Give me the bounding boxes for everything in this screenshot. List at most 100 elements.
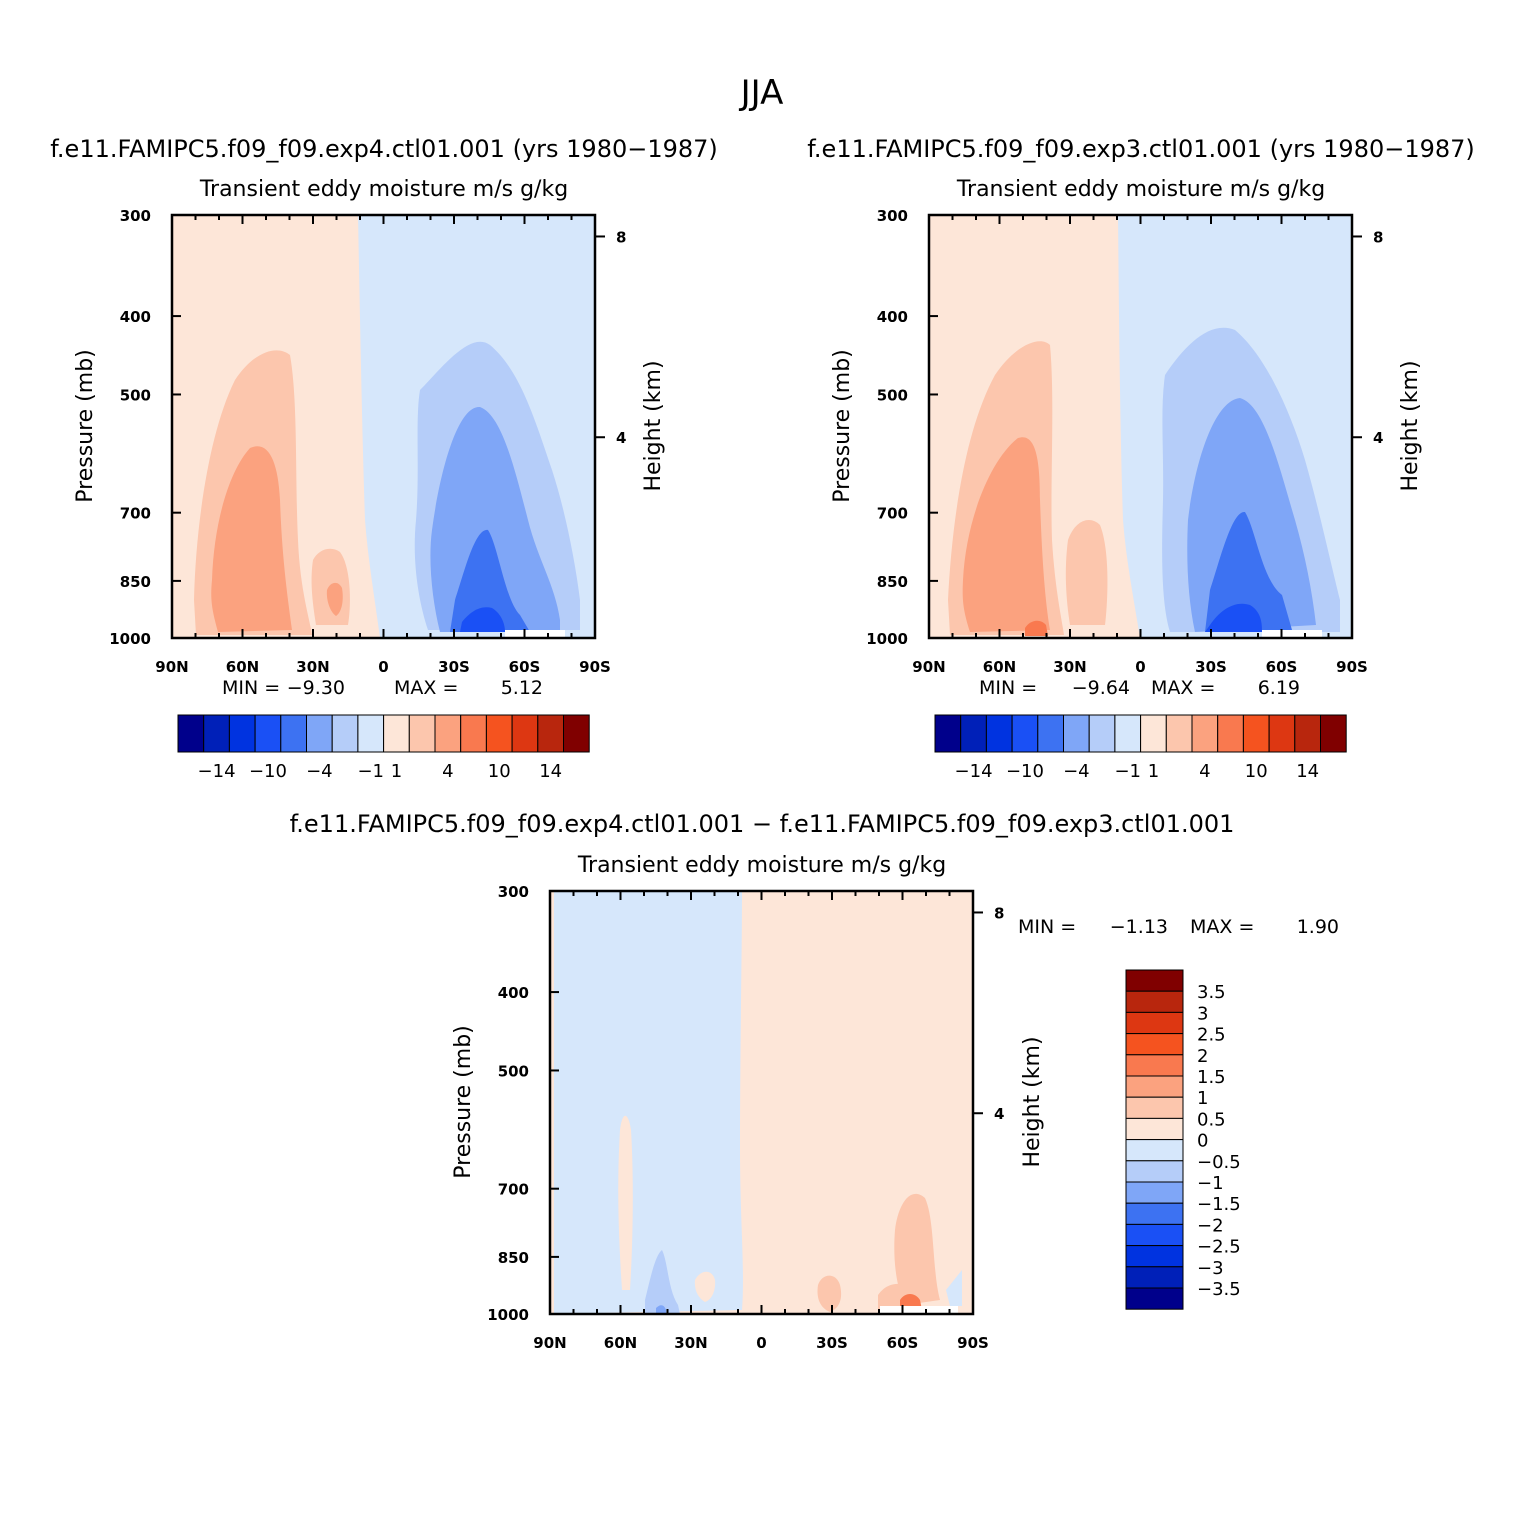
panel-3-ytick-label: 400 — [498, 984, 529, 1002]
panel-3-colorbar-label: −2.5 — [1197, 1237, 1241, 1258]
panel-3-ylabel-right: Height (km) — [1020, 1036, 1045, 1167]
panel-2-title: f.e11.FAMIPC5.f09_f09.exp3.ctl01.001 (yr… — [807, 135, 1475, 163]
panel-3-colorbar-box — [1125, 969, 1184, 992]
panel-1-ytick-label: 400 — [120, 308, 151, 326]
panel-3-xtick-label: 90S — [957, 1334, 989, 1352]
panel-3: f.e11.FAMIPC5.f09_f09.exp4.ctl01.001 − f… — [290, 810, 1339, 1352]
panel-3-colorbar-box — [1125, 1202, 1184, 1225]
panel-3-colorbar-box — [1125, 1287, 1184, 1310]
panel-1-xtick-label: 90N — [155, 658, 188, 676]
panel-3-subtitle: Transient eddy moisture m/s g/kg — [577, 853, 946, 878]
panel-1-rtick-label: 4 — [616, 429, 626, 447]
panel-2-colorbar-label: 14 — [1296, 761, 1319, 782]
panel-3-ylabel: Pressure (mb) — [451, 1025, 476, 1179]
panel-1-colorbar-label: −4 — [306, 761, 333, 782]
panel-1-min-label: MIN = — [222, 677, 280, 699]
panel-2-ytick-label: 300 — [877, 207, 908, 225]
panel-1-colorbar-box — [563, 714, 590, 753]
panel-1-colorbar-label: 1 — [391, 761, 402, 782]
panel-2-xtick-label: 0 — [1135, 658, 1145, 676]
panel-2-subtitle: Transient eddy moisture m/s g/kg — [956, 177, 1325, 202]
panel-1-xtick-label: 60N — [226, 658, 259, 676]
panel-2-right-axis: 84 — [1352, 228, 1383, 447]
panel-3-colorbar-label: 1 — [1197, 1088, 1208, 1109]
panel-2-colorbar-label: −4 — [1063, 761, 1090, 782]
panel-1-colorbar-label: 4 — [442, 761, 453, 782]
panel-1-colorbar-box — [460, 714, 487, 753]
figure-title: JJA — [739, 73, 784, 113]
panel-3-colorbar-box — [1125, 1245, 1184, 1268]
panel-2-colorbar-box — [960, 714, 987, 753]
panel-2-negative-contour-4 — [1205, 603, 1262, 632]
panel-2-colorbar-label: 4 — [1199, 761, 1210, 782]
panel-3-ytick-label: 300 — [498, 883, 529, 901]
panel-1-ytick-label: 850 — [120, 573, 151, 591]
panel-2-colorbar-box — [1063, 714, 1090, 753]
panel-2-xtick-label: 90N — [912, 658, 945, 676]
panel-2-colorbar-label: −10 — [1006, 761, 1044, 782]
panel-3-xtick-label: 60S — [887, 1334, 919, 1352]
panel-3-colorbar-box — [1125, 1223, 1184, 1247]
panel-3-xtick-label: 30N — [674, 1334, 707, 1352]
panel-3-colorbar-box — [1125, 1054, 1184, 1077]
panel-1-colorbar-box — [383, 714, 410, 753]
panel-1-colorbar-label: 10 — [488, 761, 511, 782]
panel-2-max-label: MAX = — [1151, 677, 1215, 699]
panel-2-plot-area — [927, 213, 1354, 640]
panel-1-right-axis: 84 — [595, 228, 626, 447]
panel-2-x-axis: 90N 60N 30N 0 30S 60S 90S — [912, 215, 1368, 676]
panel-1-colorbar-box — [177, 714, 205, 753]
panel-1-max-value: 5.12 — [501, 677, 543, 699]
panel-3-colorbar-label: −1.5 — [1197, 1194, 1241, 1215]
panel-1-colorbar-box — [485, 714, 513, 753]
panel-2-xtick-label: 30N — [1053, 658, 1086, 676]
panel-3-ytick-label: 1000 — [487, 1306, 529, 1324]
panel-1-positive-contour-2b — [326, 582, 343, 616]
panel-1-ytick-label: 300 — [120, 207, 151, 225]
panel-1-colorbar-label: 14 — [539, 761, 562, 782]
panel-1-xtick-label: 30N — [296, 658, 329, 676]
panel-3-colorbar-label: 0.5 — [1197, 1109, 1226, 1130]
panel-2-colorbar-box — [1037, 714, 1065, 753]
panel-3-colorbar-label: −3.5 — [1197, 1279, 1241, 1300]
panel-3-colorbar-box — [1125, 1139, 1184, 1162]
panel-1-colorbar-box — [306, 714, 333, 753]
panel-2: f.e11.FAMIPC5.f09_f09.exp3.ctl01.001 (yr… — [807, 135, 1475, 782]
panel-1-colorbar-box — [537, 714, 564, 753]
panel-3-negative-contour-1 — [645, 1250, 680, 1314]
panel-1-colorbar-label: −1 — [357, 761, 384, 782]
panel-2-ytick-label: 850 — [877, 573, 908, 591]
panel-2-colorbar-box — [1294, 714, 1322, 753]
panel-1-subtitle: Transient eddy moisture m/s g/kg — [199, 177, 568, 202]
panel-3-ytick-label: 500 — [498, 1062, 529, 1080]
panel-3-negative-patch-90S — [946, 1270, 962, 1306]
panel-2-ylabel-right: Height (km) — [1398, 360, 1423, 491]
panel-1-x-axis: 90N 60N 30N 0 30S 60S 90S — [155, 215, 611, 676]
panel-2-colorbar-box — [1320, 714, 1347, 753]
panel-1-colorbar-box — [408, 714, 436, 753]
panel-2-rtick-label: 8 — [1373, 228, 1383, 246]
panel-2-colorbar-box — [934, 714, 962, 753]
panel-2-colorbar-box — [985, 714, 1013, 753]
panel-1-rtick-label: 8 — [616, 228, 626, 246]
panel-1-colorbar-box — [331, 714, 359, 753]
panel-3-xtick-label: 60N — [604, 1334, 637, 1352]
panel-2-colorbar-box — [1088, 714, 1116, 753]
panel-3-positive-spot — [694, 1271, 716, 1302]
panel-3-colorbar-box — [1125, 1096, 1184, 1119]
panel-1-colorbar: −14 −10 −4 −1 1 4 10 14 — [177, 714, 590, 782]
panel-3-title: f.e11.FAMIPC5.f09_f09.exp4.ctl01.001 − f… — [290, 810, 1235, 838]
panel-2-colorbar-box — [1140, 714, 1167, 753]
panel-2-min-label: MIN = — [979, 677, 1037, 699]
panel-3-right-axis: 84 — [973, 904, 1004, 1123]
panel-2-negative-contour-3 — [1205, 511, 1292, 632]
panel-2-colorbar-box — [1165, 714, 1193, 753]
panel-1-negative-contour-4 — [460, 607, 505, 632]
panel-1-ytick-label: 500 — [120, 386, 151, 404]
panel-2-colorbar: −14 −10 −4 −1 1 4 10 14 — [934, 714, 1347, 782]
panel-1-ylabel-right: Height (km) — [641, 360, 666, 491]
panel-3-colorbar-label: −1 — [1197, 1173, 1224, 1194]
panel-2-positive-contour-2 — [962, 437, 1050, 632]
panel-3-colorbar-label: −3 — [1197, 1258, 1224, 1279]
panel-1-title: f.e11.FAMIPC5.f09_f09.exp4.ctl01.001 (yr… — [50, 135, 718, 163]
